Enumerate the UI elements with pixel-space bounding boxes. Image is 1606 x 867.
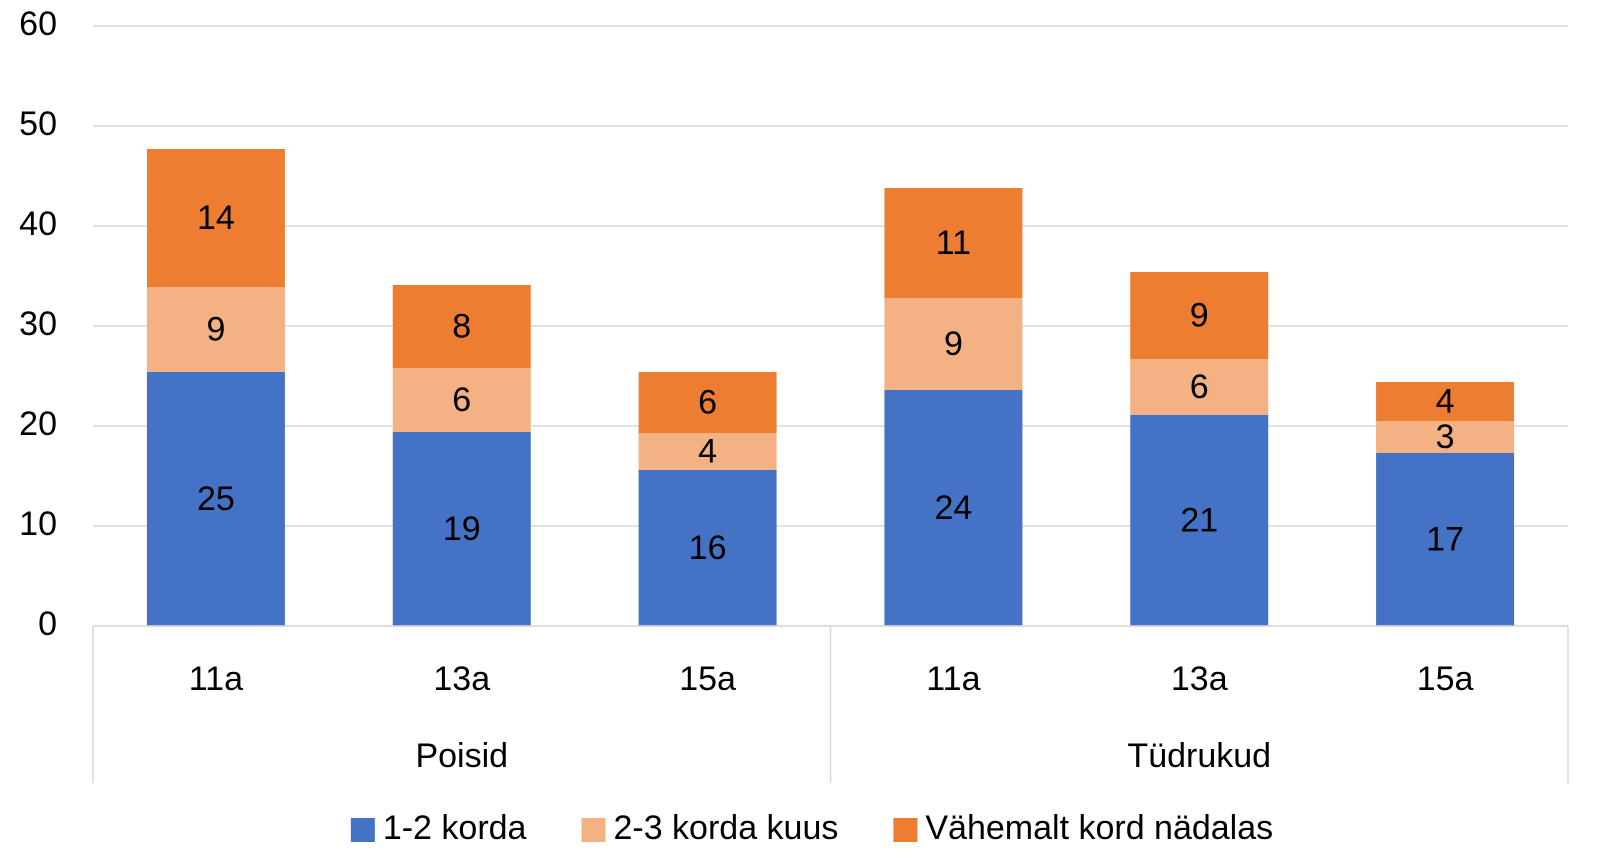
- data-label: 4: [1436, 382, 1455, 420]
- data-label: 11: [936, 224, 971, 262]
- x-tick-label: 15a: [679, 660, 736, 698]
- bar-segment: [392, 432, 531, 626]
- bar-segment: [638, 470, 777, 626]
- data-label: 17: [1426, 520, 1464, 558]
- bar-segment: [146, 287, 285, 372]
- data-label: 16: [689, 529, 727, 567]
- data-label: 24: [935, 489, 973, 527]
- legend-label: 1-2 korda: [383, 809, 527, 847]
- data-label: 3: [1436, 418, 1455, 456]
- data-label: 19: [443, 510, 481, 548]
- data-label: 4: [698, 432, 717, 470]
- data-label: 9: [944, 325, 963, 363]
- data-label: 25: [197, 480, 235, 518]
- y-tick-label: 50: [19, 105, 57, 143]
- legend-label: 2-3 korda kuus: [613, 809, 838, 847]
- x-tick-label: 13a: [1171, 660, 1228, 698]
- data-label: 9: [206, 310, 225, 348]
- bar-segment: [1376, 421, 1515, 453]
- y-tick-label: 30: [19, 305, 57, 343]
- group-label: Poisid: [415, 737, 508, 775]
- bar-segment: [1376, 382, 1515, 421]
- data-label: 8: [452, 307, 471, 345]
- y-tick-label: 20: [19, 405, 57, 443]
- y-tick-label: 10: [19, 505, 57, 543]
- data-label: 6: [1190, 368, 1209, 406]
- x-tick-label: 11a: [926, 660, 980, 698]
- bar-segment: [638, 433, 777, 470]
- bar-segment: [1130, 415, 1269, 626]
- bar-segment: [884, 298, 1023, 390]
- data-label: 21: [1180, 501, 1218, 539]
- x-tick-label: 11a: [189, 660, 243, 698]
- data-label: 6: [698, 383, 717, 421]
- bar-segment: [884, 390, 1023, 626]
- y-tick-label: 0: [38, 605, 57, 643]
- bar-segment: [392, 368, 531, 432]
- bar-segment: [392, 285, 531, 368]
- bar-segment: [884, 188, 1023, 298]
- x-tick-label: 15a: [1417, 660, 1474, 698]
- legend-swatch: [581, 818, 606, 842]
- data-label: 6: [452, 381, 471, 419]
- bar-segment: [1376, 453, 1515, 626]
- data-label: 9: [1190, 296, 1209, 334]
- bar-segment: [1130, 359, 1269, 415]
- group-label: Tüdrukud: [1127, 737, 1271, 775]
- legend-swatch: [893, 818, 918, 842]
- data-label: 14: [197, 199, 235, 237]
- bar-segment: [146, 372, 285, 626]
- y-tick-label: 60: [19, 5, 57, 43]
- y-tick-label: 40: [19, 205, 57, 243]
- x-tick-label: 13a: [433, 660, 490, 698]
- bar-segment: [638, 372, 777, 433]
- legend-label: Vähemalt kord nädalas: [925, 809, 1273, 847]
- bar-segment: [146, 149, 285, 287]
- legend-swatch: [350, 818, 375, 842]
- bar-segment: [1130, 272, 1269, 359]
